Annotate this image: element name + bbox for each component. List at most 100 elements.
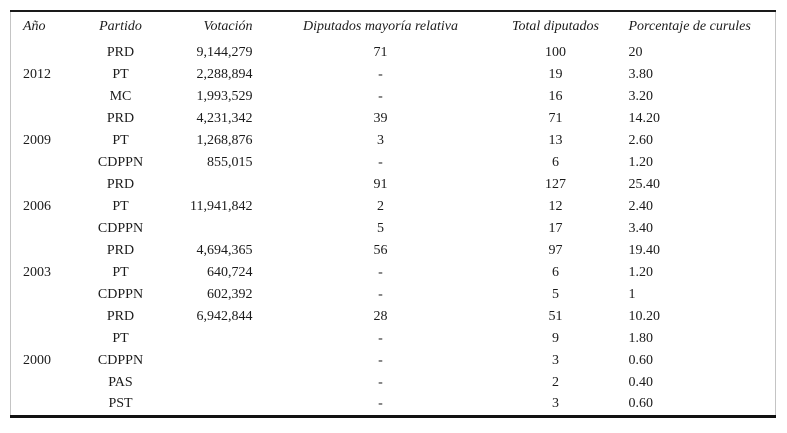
table-row: CDPPN 5 17 3.40 — [11, 218, 776, 240]
cell-diputados_mr: - — [378, 375, 383, 390]
table-head: Año Partido Votación Diputados mayoría rela… — [11, 11, 776, 42]
cell-diputados_mr: 28 — [373, 309, 388, 324]
cell-diputados_mr: - — [378, 331, 383, 346]
table-row: 2006 PT 11,941,842 2 12 2.40 — [11, 196, 776, 218]
column-header-votacion: Votación — [203, 19, 253, 34]
column-header-ano: Año — [23, 19, 46, 34]
cell-ano: 2003 — [23, 265, 51, 280]
election-results-table: Año Partido Votación Diputados mayoría rela… — [10, 10, 776, 418]
column-header-total_diputados: Total diputados — [511, 19, 599, 34]
cell-porcentaje: 1.20 — [628, 155, 654, 170]
cell-total_diputados: 127 — [545, 177, 566, 192]
cell-partido: PT — [112, 265, 129, 280]
cell-diputados_mr: - — [378, 67, 383, 82]
cell-total_diputados: 6 — [552, 265, 559, 280]
cell-votacion: 2,288,894 — [196, 67, 253, 82]
cell-ano: 2000 — [23, 353, 51, 368]
cell-ano — [11, 42, 81, 64]
cell-votacion: 4,694,365 — [196, 243, 253, 258]
column-header-partido: Partido — [99, 19, 142, 34]
cell-porcentaje: 14.20 — [628, 111, 661, 126]
table-row: PRD 9,144,279 71 100 20 — [11, 42, 776, 64]
table-row: CDPPN 855,015 - 6 1.20 — [11, 152, 776, 174]
cell-partido: PT — [112, 199, 129, 214]
cell-diputados_mr: - — [378, 89, 383, 104]
cell-votacion — [161, 350, 261, 372]
cell-ano: 2006 — [23, 199, 51, 214]
cell-ano — [11, 284, 81, 306]
table-row: 2012 PT 2,288,894 - 19 3.80 — [11, 64, 776, 86]
cell-total_diputados: 2 — [552, 375, 559, 390]
table-row: PRD 4,231,342 39 71 14.20 — [11, 108, 776, 130]
cell-total_diputados: 9 — [552, 331, 559, 346]
cell-partido: CDPPN — [97, 287, 144, 302]
table-row: MC 1,993,529 - 16 3.20 — [11, 86, 776, 108]
cell-partido: CDPPN — [97, 353, 144, 368]
table-row: PRD 91 127 25.40 — [11, 174, 776, 196]
cell-porcentaje: 3.40 — [628, 221, 654, 236]
cell-partido: MC — [109, 89, 132, 104]
cell-porcentaje: 0.60 — [628, 396, 654, 412]
cell-porcentaje: 3.80 — [628, 67, 654, 82]
table-row: PRD 4,694,365 56 97 19.40 — [11, 240, 776, 262]
cell-partido: PRD — [106, 45, 135, 60]
cell-ano: 2012 — [23, 67, 51, 82]
cell-votacion — [161, 372, 261, 394]
cell-porcentaje: 20 — [628, 45, 643, 60]
table-body: PRD 9,144,279 71 100 20 2012 PT 2,288,894-19 3.8… — [11, 42, 776, 416]
table-row: PAS - 2 0.40 — [11, 372, 776, 394]
cell-ano — [11, 306, 81, 328]
cell-porcentaje: 1 — [628, 287, 636, 302]
cell-ano — [11, 174, 81, 196]
cell-porcentaje: 25.40 — [628, 177, 661, 192]
cell-votacion — [161, 394, 261, 416]
table-row: 2000 CDPPN - 3 0.60 — [11, 350, 776, 372]
column-header-porcentaje: Porcentaje de curules — [628, 19, 751, 34]
cell-diputados_mr: - — [378, 155, 383, 170]
cell-diputados_mr: 3 — [377, 133, 384, 148]
cell-diputados_mr: 2 — [377, 199, 384, 214]
cell-diputados_mr: - — [378, 396, 383, 412]
cell-votacion: 1,993,529 — [196, 89, 253, 104]
table-row: CDPPN 602,392 - 5 1 — [11, 284, 776, 306]
cell-votacion: 11,941,842 — [190, 199, 253, 214]
cell-ano — [11, 240, 81, 262]
cell-ano — [11, 372, 81, 394]
cell-total_diputados: 6 — [552, 155, 559, 170]
cell-partido: PT — [112, 67, 129, 82]
cell-total_diputados: 71 — [548, 111, 563, 126]
cell-votacion: 640,724 — [207, 265, 253, 280]
cell-porcentaje: 2.40 — [628, 199, 654, 214]
cell-diputados_mr: - — [378, 287, 383, 302]
cell-partido: PRD — [106, 111, 135, 126]
header-row: Año Partido Votación Diputados mayoría rela… — [11, 11, 776, 42]
cell-partido: PRD — [106, 243, 135, 258]
column-header-diputados_mr: Diputados mayoría relativa — [302, 19, 459, 34]
cell-votacion: 9,144,279 — [196, 45, 253, 60]
cell-diputados_mr: 56 — [373, 243, 388, 258]
table-row: 2009 PT 1,268,876 3 13 2.60 — [11, 130, 776, 152]
cell-votacion — [161, 218, 261, 240]
cell-porcentaje: 0.60 — [628, 353, 654, 368]
cell-ano — [11, 328, 81, 350]
cell-votacion: 1,268,876 — [196, 133, 253, 148]
cell-ano — [11, 394, 81, 416]
cell-votacion — [161, 174, 261, 196]
cell-total_diputados: 97 — [548, 243, 563, 258]
cell-ano — [11, 108, 81, 130]
cell-diputados_mr: 91 — [373, 177, 388, 192]
cell-total_diputados: 16 — [548, 89, 563, 104]
cell-partido: CDPPN — [97, 221, 144, 236]
cell-ano — [11, 152, 81, 174]
cell-ano — [11, 218, 81, 240]
cell-votacion: 6,942,844 — [196, 309, 253, 324]
cell-total_diputados: 13 — [548, 133, 563, 148]
cell-ano: 2009 — [23, 133, 51, 148]
cell-total_diputados: 17 — [548, 221, 563, 236]
cell-diputados_mr: 71 — [373, 45, 388, 60]
cell-porcentaje: 2.60 — [628, 133, 654, 148]
cell-partido: PRD — [106, 177, 135, 192]
cell-porcentaje: 19.40 — [628, 243, 661, 258]
cell-total_diputados: 3 — [552, 396, 559, 412]
cell-diputados_mr: 5 — [377, 221, 384, 236]
